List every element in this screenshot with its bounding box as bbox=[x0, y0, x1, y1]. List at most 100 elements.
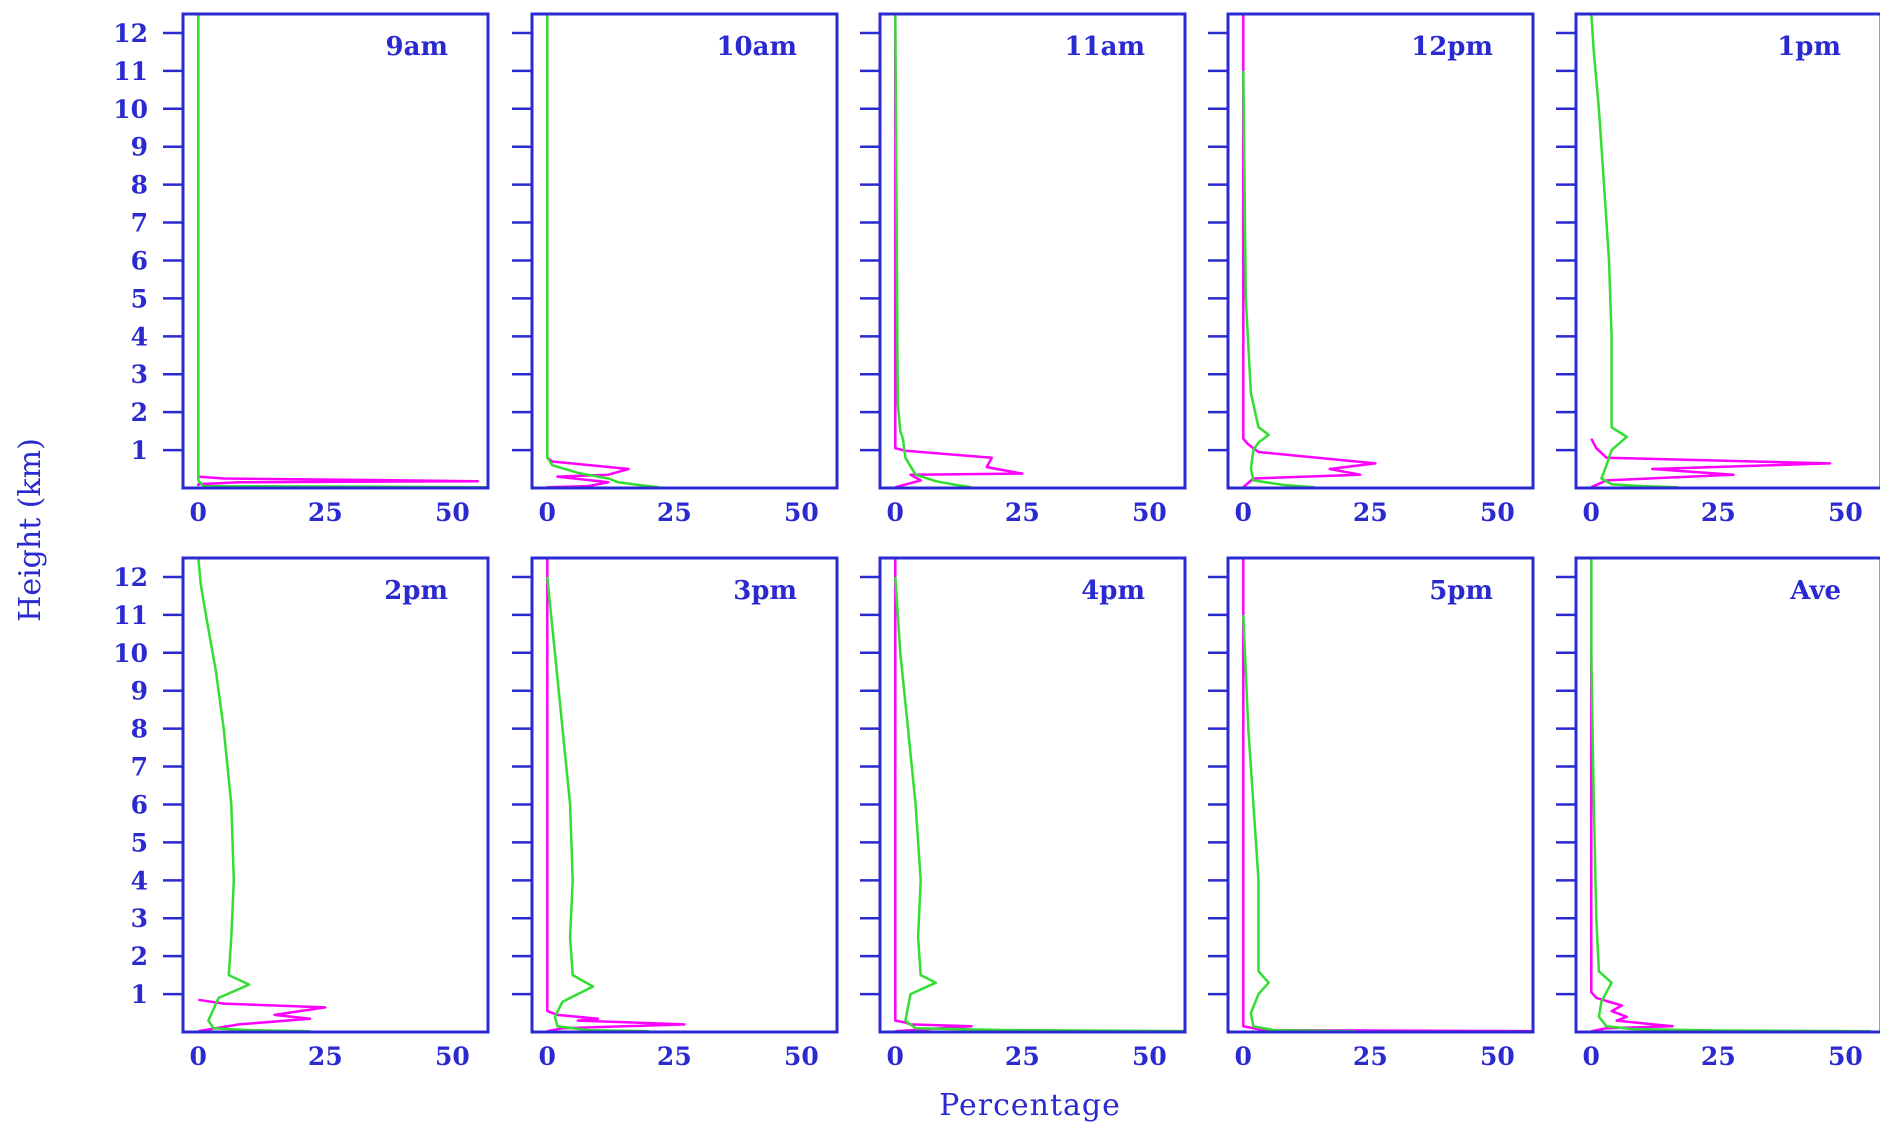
series-line-magenta bbox=[894, 14, 1024, 488]
panel-frame bbox=[878, 556, 1187, 1034]
series-line-magenta bbox=[1590, 438, 1832, 488]
series-line-magenta bbox=[1242, 558, 1533, 1032]
series-line-magenta bbox=[894, 558, 973, 1032]
x-tick-label: 0 bbox=[1235, 498, 1252, 527]
series-line-magenta bbox=[1590, 558, 1674, 1032]
series-line-green bbox=[1590, 558, 1871, 1032]
x-tick-label: 0 bbox=[1235, 1042, 1252, 1071]
panel-ave: 0 25 50 Ave bbox=[1556, 556, 1880, 1071]
panel-frame bbox=[181, 556, 490, 1034]
panel-title: 2pm bbox=[384, 576, 448, 606]
panel-title: 3pm bbox=[733, 576, 797, 606]
x-tick-label: 0 bbox=[190, 1042, 207, 1071]
y-tick-label: 8 bbox=[131, 715, 148, 744]
x-tick-label: 25 bbox=[1005, 498, 1040, 527]
y-tick-label: 3 bbox=[131, 360, 148, 389]
panel-3pm: 0 25 50 3pm bbox=[512, 556, 839, 1071]
series-line-green bbox=[546, 576, 649, 1032]
y-tick-label: 11 bbox=[113, 601, 148, 630]
y-tick-label: 10 bbox=[113, 95, 148, 124]
series-line-green bbox=[546, 14, 660, 488]
series-line-magenta bbox=[1242, 14, 1377, 488]
x-tick-label: 50 bbox=[784, 498, 819, 527]
y-tick-label: 1 bbox=[131, 980, 148, 1009]
panel-title: 1pm bbox=[1777, 32, 1841, 62]
panel-title: 10am bbox=[716, 32, 797, 62]
y-tick-label: 2 bbox=[131, 942, 148, 971]
y-axis-title: Height (km) bbox=[13, 438, 48, 622]
panel-frame bbox=[530, 12, 839, 490]
series-line-green bbox=[1242, 70, 1315, 488]
panel-title: Ave bbox=[1789, 576, 1841, 606]
series-line-green bbox=[197, 558, 311, 1032]
panel-frame bbox=[530, 556, 839, 1034]
y-tick-label: 12 bbox=[113, 563, 148, 592]
panel-frame bbox=[1574, 12, 1880, 490]
y-tick-label: 11 bbox=[113, 57, 148, 86]
panel-frame bbox=[1574, 556, 1880, 1034]
series-line-magenta bbox=[546, 558, 686, 1032]
y-tick-label: 5 bbox=[131, 828, 148, 857]
x-axis-title: Percentage bbox=[939, 1088, 1121, 1123]
panel-11am: 0 25 50 11am bbox=[860, 12, 1187, 527]
x-tick-label: 25 bbox=[1701, 498, 1736, 527]
y-tick-label: 4 bbox=[131, 866, 148, 895]
x-tick-label: 0 bbox=[190, 498, 207, 527]
series-line-green bbox=[1590, 14, 1678, 488]
x-tick-label: 25 bbox=[1353, 1042, 1388, 1071]
series-line-magenta bbox=[198, 998, 327, 1032]
x-tick-label: 0 bbox=[539, 1042, 556, 1071]
y-tick-label: 10 bbox=[113, 639, 148, 668]
x-tick-label: 25 bbox=[1353, 498, 1388, 527]
x-tick-label: 50 bbox=[1480, 1042, 1515, 1071]
x-tick-label: 50 bbox=[1828, 498, 1863, 527]
panel-title: 11am bbox=[1064, 32, 1145, 62]
y-tick-label: 1 bbox=[131, 436, 148, 465]
x-tick-label: 50 bbox=[1828, 1042, 1863, 1071]
panel-5pm: 0 25 50 5pm bbox=[1208, 556, 1535, 1071]
panel-frame bbox=[181, 12, 490, 490]
series-line-magenta bbox=[197, 14, 480, 487]
x-tick-label: 25 bbox=[657, 1042, 692, 1071]
x-tick-label: 0 bbox=[887, 1042, 904, 1071]
x-tick-label: 0 bbox=[539, 498, 556, 527]
x-tick-label: 25 bbox=[1701, 1042, 1736, 1071]
panel-frame bbox=[1226, 556, 1535, 1034]
panel-title: 12pm bbox=[1411, 32, 1493, 62]
x-tick-label: 50 bbox=[435, 498, 470, 527]
series-line-green bbox=[197, 14, 488, 488]
x-tick-label: 50 bbox=[435, 1042, 470, 1071]
x-tick-label: 50 bbox=[1132, 1042, 1167, 1071]
panel-1pm: 0 25 50 1pm bbox=[1556, 12, 1880, 527]
y-tick-label: 2 bbox=[131, 398, 148, 427]
y-tick-label: 4 bbox=[131, 322, 148, 351]
x-tick-label: 50 bbox=[784, 1042, 819, 1071]
x-tick-label: 0 bbox=[887, 498, 904, 527]
series-line-green bbox=[1242, 614, 1356, 1032]
panel-frame bbox=[878, 12, 1187, 490]
panel-frame bbox=[1226, 12, 1535, 490]
series-line-green bbox=[894, 576, 1185, 1032]
panel-10am: 0 25 50 10am bbox=[512, 12, 839, 527]
y-tick-label: 6 bbox=[131, 790, 148, 819]
panel-12pm: 0 25 50 12pm bbox=[1208, 12, 1535, 527]
x-tick-label: 0 bbox=[1583, 498, 1600, 527]
y-tick-label: 8 bbox=[131, 171, 148, 200]
x-tick-label: 50 bbox=[1480, 498, 1515, 527]
y-tick-label: 3 bbox=[131, 904, 148, 933]
x-tick-label: 50 bbox=[1132, 498, 1167, 527]
x-tick-label: 25 bbox=[657, 498, 692, 527]
y-tick-label: 12 bbox=[113, 19, 148, 48]
y-tick-label: 5 bbox=[131, 284, 148, 313]
series-line-green bbox=[894, 14, 972, 488]
x-tick-label: 25 bbox=[308, 498, 343, 527]
y-tick-label: 6 bbox=[131, 246, 148, 275]
x-tick-label: 0 bbox=[1583, 1042, 1600, 1071]
panel-title: 9am bbox=[386, 32, 448, 62]
panel-4pm: 0 25 50 4pm bbox=[860, 556, 1187, 1071]
panel-title: 5pm bbox=[1429, 576, 1493, 606]
